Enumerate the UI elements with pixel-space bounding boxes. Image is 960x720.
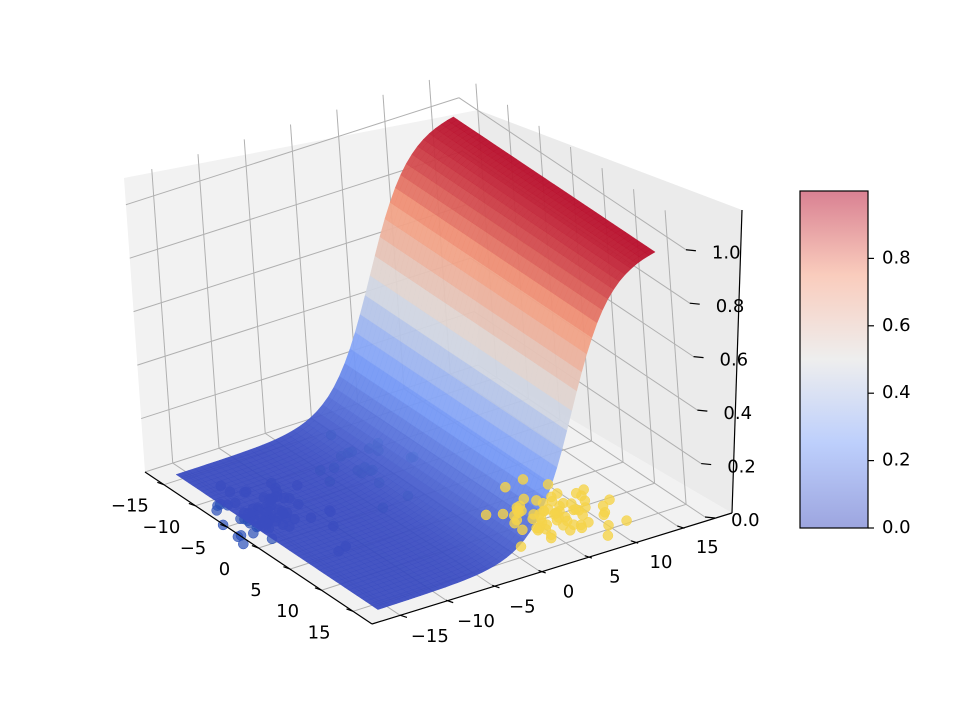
scatter-point xyxy=(568,519,579,530)
x-axis-tick-label: 15 xyxy=(308,622,331,643)
z-axis-tick xyxy=(693,356,704,359)
x-axis-tick-label: 0 xyxy=(219,559,230,580)
y-axis-tick-label: −5 xyxy=(509,596,536,617)
scatter-point xyxy=(560,511,571,523)
gridline-y-leftwall xyxy=(197,154,220,449)
z-axis-tick-label: 0.6 xyxy=(720,350,749,371)
gridline-x-backwall xyxy=(664,210,687,505)
colorbar-tick-label: 0.0 xyxy=(882,517,911,538)
scatter-point xyxy=(500,481,511,493)
z-axis-tick xyxy=(701,462,712,466)
scatter-point xyxy=(546,529,557,540)
scatter-point xyxy=(583,517,594,528)
z-axis-tick-label: 1.0 xyxy=(712,243,741,264)
colorbar-tick-label: 0.4 xyxy=(882,382,911,403)
scatter-point xyxy=(517,474,529,485)
z-axis-line xyxy=(731,209,743,514)
x-axis-tick xyxy=(157,481,165,486)
gridline-y-leftwall xyxy=(151,169,174,464)
y-axis-tick xyxy=(584,555,593,559)
x-axis-tick xyxy=(283,566,291,570)
scatter-point xyxy=(570,487,582,499)
y-axis-tick-label: 10 xyxy=(650,552,673,573)
colorbar-tick-label: 0.2 xyxy=(882,450,911,471)
y-axis-tick xyxy=(677,525,685,529)
x-axis-tick xyxy=(314,587,322,591)
y-axis-tick xyxy=(538,569,546,574)
scatter-point xyxy=(597,500,609,512)
scatter-point xyxy=(480,509,492,521)
z-axis-tick-label: 0.4 xyxy=(723,403,752,424)
scatter-point xyxy=(534,522,545,534)
scatter-point xyxy=(515,541,527,552)
x-axis-tick-label: 10 xyxy=(276,601,299,622)
z-axis-tick-label: 0.0 xyxy=(731,510,760,531)
gridline-y-leftwall xyxy=(243,139,266,434)
scatter-point xyxy=(603,520,614,531)
surface-facet xyxy=(644,248,656,256)
z-axis-tick xyxy=(697,409,708,412)
scatter-point xyxy=(497,508,509,520)
axes-panes xyxy=(124,110,742,624)
colorbar xyxy=(799,190,869,529)
scatter-points-front xyxy=(480,474,632,552)
scatter-point xyxy=(531,495,542,506)
scatter-point xyxy=(577,509,588,521)
scatter-point xyxy=(566,498,577,509)
z-axis-tick xyxy=(689,302,700,305)
y-axis-tick-label: 15 xyxy=(696,537,719,558)
y-axis-tick xyxy=(445,599,454,604)
colorbar-tick-label: 0.6 xyxy=(882,315,911,336)
sigmoid-surface xyxy=(175,116,656,610)
y-axis-tick-label: −15 xyxy=(411,626,449,647)
scatter-point xyxy=(516,505,527,517)
x-axis-tick-label: 5 xyxy=(250,580,261,601)
scatter-point xyxy=(621,515,632,526)
x-axis-tick-label: −15 xyxy=(111,496,149,517)
colorbar-gradient xyxy=(799,190,869,529)
scatter-point xyxy=(517,524,528,536)
y-axis-line xyxy=(371,512,733,625)
z-axis-tick-label: 0.8 xyxy=(716,296,745,317)
x-axis-tick xyxy=(188,502,196,507)
y-axis-tick xyxy=(492,584,500,589)
gridline-y-leftwall xyxy=(290,124,312,419)
x-axis-tick xyxy=(346,608,354,612)
scatter-point xyxy=(546,491,557,503)
scatter-point xyxy=(518,493,530,505)
scatter-point xyxy=(598,509,610,521)
gridline-x-backwall xyxy=(601,168,624,463)
x-axis-tick xyxy=(220,523,228,528)
gridline-x-backwall xyxy=(633,189,656,484)
scatter-point xyxy=(604,494,615,505)
scatter-point xyxy=(602,530,614,541)
z-axis-tick xyxy=(704,516,716,519)
gridline-z-leftwall xyxy=(125,97,460,206)
y-axis-tick-label: 5 xyxy=(609,567,620,588)
y-axis-tick xyxy=(630,540,639,544)
x-axis-tick xyxy=(251,545,259,549)
z-axis-tick xyxy=(685,249,696,252)
colorbar-ticks: 0.0 0.2 0.4 0.6 0.8 xyxy=(868,247,911,538)
y-axis-tick-label: −10 xyxy=(457,611,495,632)
colorbar-tick-label: 0.8 xyxy=(882,247,911,268)
y-axis-tick-label: 0 xyxy=(563,582,574,603)
z-axis-tick-label: 0.2 xyxy=(727,457,756,478)
scatter-point xyxy=(554,500,565,512)
x-axis-tick-label: −10 xyxy=(142,517,180,538)
x-axis-tick-label: −5 xyxy=(180,538,207,559)
y-axis-tick xyxy=(399,614,408,619)
gridline-z-backwall xyxy=(458,97,687,251)
scatter-point xyxy=(542,479,554,490)
